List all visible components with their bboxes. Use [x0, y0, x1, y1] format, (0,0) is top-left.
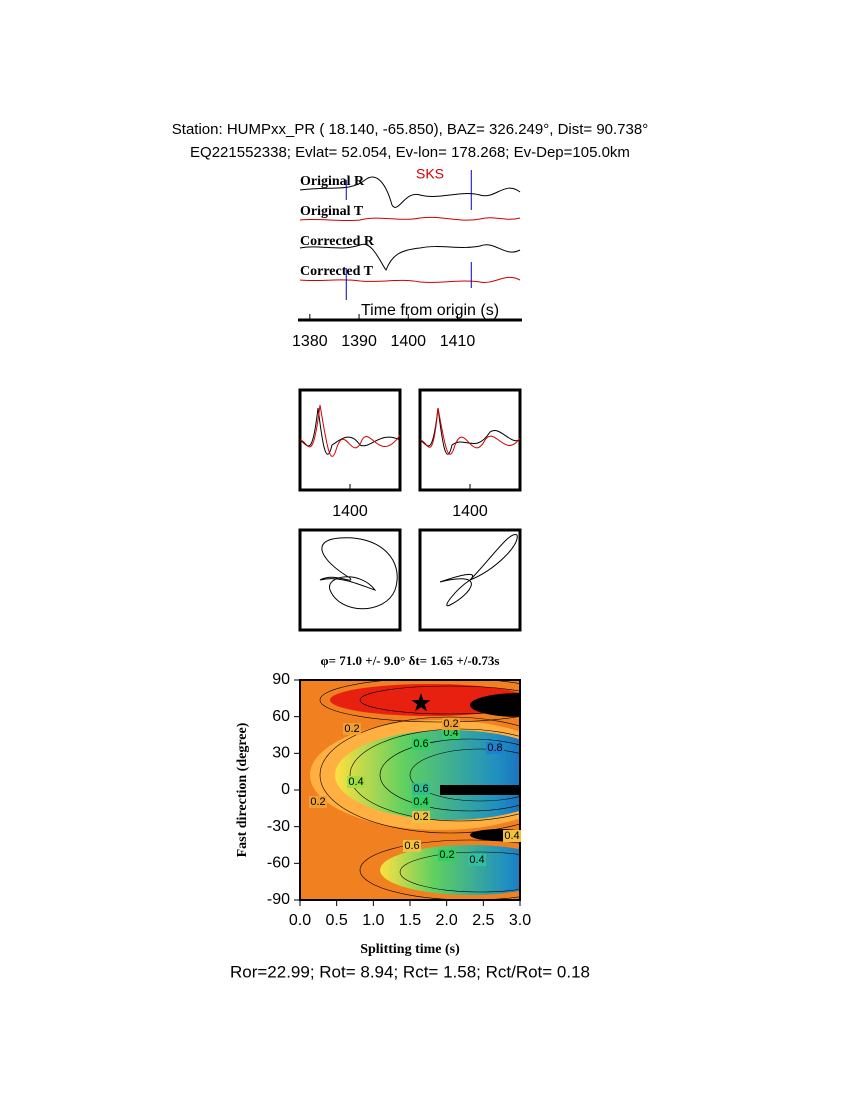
waveform: [299, 404, 401, 457]
contour-label: 0.2: [413, 811, 428, 823]
particle-motion: [439, 534, 518, 607]
x-tick-label: 1.5: [399, 912, 421, 929]
best-fit-star: [411, 693, 431, 712]
contour-label-bg: [403, 840, 421, 852]
x-axis-label: Splitting time (s): [360, 942, 460, 957]
panel-frame: [298, 388, 402, 492]
traces: [299, 176, 521, 283]
particle-motion: [319, 537, 398, 610]
contour-label-bg: [343, 723, 361, 735]
y-tick-label: -90: [267, 891, 290, 908]
x-tick-label: 2.0: [436, 912, 458, 929]
waveform: [419, 407, 521, 455]
waveform: [419, 407, 521, 455]
contour-label-bg: [412, 783, 430, 795]
y-tick-label: 0: [281, 781, 290, 798]
contour-label: 0.8: [487, 742, 502, 754]
contour-label-bg: [503, 830, 521, 842]
contour-label: 0.4: [504, 830, 519, 842]
trace-label: Original R: [300, 174, 365, 189]
contour-label-bg: [468, 854, 486, 866]
x-tick-label: 1.0: [362, 912, 384, 929]
contour-label-bg: [486, 742, 504, 754]
y-tick-label: 60: [272, 708, 290, 725]
x-tick-label: 0.0: [289, 912, 311, 929]
tick-label: 1400: [390, 333, 426, 350]
contour-label-bg: [442, 718, 460, 730]
contour-label-bg: [438, 849, 456, 861]
contour-field: [300, 680, 520, 900]
contour-label: 0.2: [439, 849, 454, 861]
contour-label-bg: [309, 796, 327, 808]
contour-label-bg: [412, 796, 430, 808]
contour-label-bg: [347, 776, 365, 788]
footer: Ror=22.99; Rot= 8.94; Rct= 1.58; Rct/Rot…: [230, 962, 590, 981]
panel-frame: [298, 528, 402, 632]
panel-frame: [418, 388, 522, 492]
header-line: Station: HUMPxx_PR ( 18.140, -65.850), B…: [172, 121, 648, 138]
y-tick-label: 90: [272, 671, 290, 688]
trace-label: Corrected T: [300, 264, 374, 279]
y-tick-label: 30: [272, 745, 290, 762]
tick-label: 1410: [440, 333, 476, 350]
contour-label: 0.2: [443, 718, 458, 730]
contour-label-bg: [412, 738, 430, 750]
trace-label: Corrected R: [300, 234, 375, 249]
x-tick-label: 3.0: [509, 912, 531, 929]
tick-label: 1380: [292, 333, 328, 350]
contour-label: 0.4: [469, 854, 484, 866]
contour-label: 0.6: [404, 840, 419, 852]
chart-title: φ= 71.0 +/- 9.0° δt= 1.65 +/-0.73s: [321, 653, 500, 668]
contour-label-bg: [412, 811, 430, 823]
contour-label: 0.6: [413, 738, 428, 750]
x-tick-label: 0.5: [326, 912, 348, 929]
y-tick-label: -60: [267, 855, 290, 872]
contour-label: 0.2: [344, 723, 359, 735]
y-tick-label: -30: [267, 818, 290, 835]
header-line: EQ221552338; Evlat= 52.054, Ev-lon= 178.…: [190, 144, 630, 161]
tick-label: 1400: [332, 503, 368, 520]
phase-label: SKS: [416, 166, 444, 182]
y-axis-label: Fast direction (degree): [235, 722, 250, 857]
tick-label: 1390: [341, 333, 377, 350]
waveform: [299, 407, 401, 455]
x-tick-label: 2.5: [472, 912, 494, 929]
contour-label: 0.4: [348, 776, 363, 788]
panel-frame: [418, 528, 522, 632]
axis-label: Time from origin (s): [361, 302, 499, 319]
contour-label: 0.4: [413, 796, 428, 808]
contour-label: 0.6: [413, 783, 428, 795]
contour-label: 0.2: [310, 796, 325, 808]
trace-label: Original T: [300, 204, 364, 219]
tick-label: 1400: [452, 503, 488, 520]
